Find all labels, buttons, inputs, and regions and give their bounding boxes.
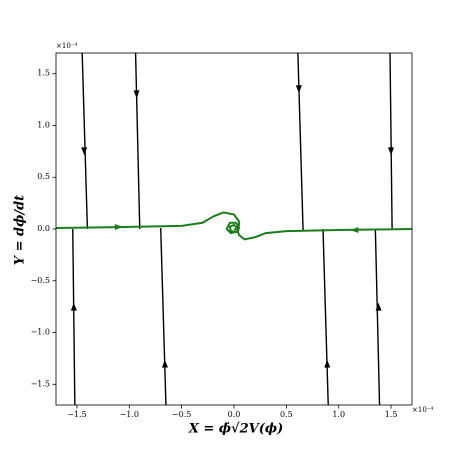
trajectory <box>160 227 167 405</box>
flow-arrow <box>162 359 169 368</box>
flow-arrow <box>375 302 382 311</box>
trajectory <box>134 53 141 230</box>
flow-arrow <box>70 302 77 311</box>
y-axis-label: Y = dϕ/dt <box>13 195 28 265</box>
y-tick-label: −1.5 <box>31 379 50 388</box>
trajectory <box>81 53 89 230</box>
trajectory <box>374 228 381 405</box>
x-tick-label: −1.5 <box>67 410 86 419</box>
y-offset-label: ×10⁻⁴ <box>56 42 77 50</box>
flow-arrow <box>133 90 140 99</box>
flow-arrow <box>388 147 395 156</box>
y-tick-label: 1.0 <box>37 120 50 129</box>
y-tick-label: −1.0 <box>31 328 50 337</box>
x-tick-label: 0.0 <box>228 410 241 419</box>
plot-frame <box>55 52 413 406</box>
flow-arrow <box>295 85 302 94</box>
trajectory <box>236 228 412 241</box>
x-tick-label: 0.5 <box>280 410 293 419</box>
y-tick-label: −0.5 <box>31 276 50 285</box>
flow-arrow <box>324 359 331 368</box>
y-tick-label: 0.0 <box>37 224 50 233</box>
trajectory <box>72 228 76 405</box>
x-tick-label: −0.5 <box>172 410 191 419</box>
y-tick-label: 1.5 <box>37 69 50 78</box>
x-tick-label: 1.5 <box>385 410 398 419</box>
y-tick-label: 0.5 <box>37 172 50 181</box>
x-axis-label: X = ϕ̇√2V(ϕ) <box>188 422 284 437</box>
trajectory <box>297 53 304 232</box>
flow-arrow <box>81 147 88 156</box>
trajectory <box>389 53 393 230</box>
x-tick-label: 1.0 <box>332 410 345 419</box>
flow-arrow <box>350 226 359 233</box>
trajectory <box>322 228 329 405</box>
trajectory <box>56 211 241 235</box>
x-offset-label: ×10⁻⁴ <box>412 406 433 414</box>
x-tick-label: −1.0 <box>120 410 139 419</box>
flow-arrow <box>114 223 123 230</box>
